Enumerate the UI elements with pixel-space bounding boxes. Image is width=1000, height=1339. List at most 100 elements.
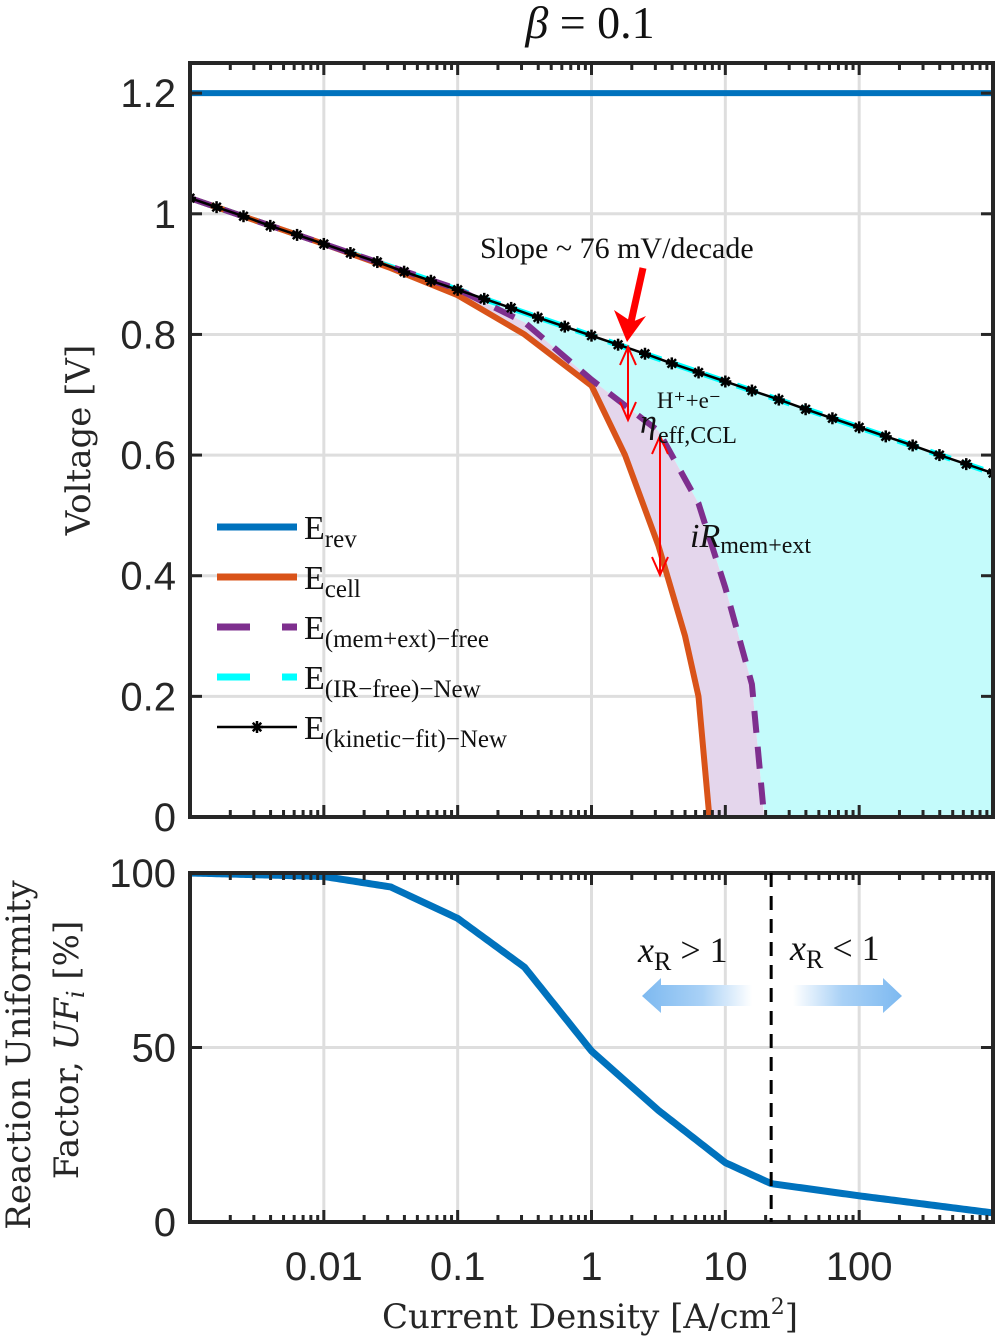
star-marker: [505, 301, 518, 314]
legend-label-main: E: [304, 610, 325, 647]
x-tick-label: 10: [703, 1245, 748, 1289]
star-stroke: [612, 339, 624, 350]
star-stroke: [265, 220, 276, 231]
ir-label: iRmem+ext: [690, 518, 811, 559]
star-stroke: [190, 196, 196, 204]
slope-arrow: [614, 267, 647, 342]
star-stroke: [907, 440, 918, 451]
y-axis-label-top: Voltage [V]: [59, 345, 99, 537]
star-marker: [424, 274, 437, 287]
star-marker: [719, 375, 732, 388]
star-marker: [371, 256, 384, 269]
xr-less-arrow: [793, 978, 902, 1013]
legend-label-sub: (mem+ext)−free: [325, 626, 489, 653]
star-marker: [638, 347, 651, 360]
legend-entry: E(kinetic−fit)−New: [217, 710, 507, 753]
legend-label-sub: (IR−free)−New: [325, 676, 481, 703]
legend-label: E(kinetic−fit)−New: [304, 710, 507, 753]
y-tick-label: 0: [154, 796, 176, 840]
legend-label-main: E: [304, 510, 325, 547]
star-stroke: [773, 394, 784, 405]
legend-label: E(IR−free)−New: [304, 660, 481, 703]
star-stroke: [452, 284, 463, 295]
legend-label-sub: (kinetic−fit)−New: [325, 726, 507, 753]
star-stroke: [880, 431, 891, 442]
star-stroke: [854, 422, 865, 433]
legend-label-sub: rev: [325, 526, 357, 553]
eta-superscript: H⁺+e⁻: [657, 388, 721, 413]
star-marker: [398, 265, 411, 278]
star-marker: [291, 228, 304, 241]
y-tick-label: 50: [132, 1027, 177, 1071]
y-tick-label: 0: [154, 1201, 176, 1245]
star-marker: [585, 329, 598, 342]
star-marker: [251, 721, 263, 733]
top-fills: [323, 243, 993, 817]
xlabel-main: Current Density [A/cm: [382, 1297, 771, 1337]
legend-label-main: E: [304, 660, 325, 697]
series-e-mem-ext-free: [190, 195, 768, 817]
star-marker: [826, 412, 839, 425]
star-stroke: [291, 229, 303, 241]
star-marker: [906, 439, 919, 452]
star-marker: [478, 292, 491, 305]
ylabel-factor: Factor,: [47, 1050, 87, 1179]
star-marker: [531, 311, 544, 324]
star-marker: [237, 210, 250, 223]
chart-title: β = 0.1: [524, 0, 654, 48]
legend: ErevEcellE(mem+ext)−freeE(IR−free)−NewE(…: [217, 510, 507, 753]
ohmic-loss-fill: [323, 243, 765, 817]
title-value: = 0.1: [548, 0, 654, 48]
y-tick-label: 100: [109, 852, 176, 896]
plot-frame: [188, 61, 995, 819]
star-marker: [692, 366, 705, 379]
star-marker: [745, 384, 758, 397]
star-stroke: [211, 202, 222, 213]
xr-var: x: [637, 930, 654, 970]
bottom-axes: 0 50 100 0.01 0.1 1 10 100: [109, 852, 995, 1289]
legend-entry: E(IR−free)−New: [217, 660, 481, 703]
legend-label-sub: cell: [325, 576, 361, 603]
top-axes: 0 0.2 0.4 0.6 0.8 1 1.2: [120, 61, 995, 840]
star-stroke: [639, 348, 651, 359]
ylabel-var: UF: [47, 997, 87, 1051]
star-stroke: [506, 302, 517, 314]
star-marker: [987, 467, 993, 480]
series-e-cell: [190, 195, 713, 817]
eta-symbol: η: [640, 404, 657, 441]
legend-label: Erev: [304, 510, 357, 553]
star-marker: [612, 338, 625, 351]
ylabel-sub: i: [62, 990, 90, 998]
star-marker: [665, 357, 678, 370]
legend-label-main: E: [304, 710, 325, 747]
y-tick-label: 0.6: [120, 434, 176, 478]
x-axis-label: Current Density [A/cm2]: [382, 1295, 798, 1337]
star-stroke: [693, 367, 704, 378]
star-marker: [879, 430, 892, 443]
star-stroke: [746, 385, 758, 396]
slope-annotation: Slope ~ 76 mV/decade: [480, 232, 754, 265]
star-stroke: [586, 330, 597, 341]
xr-less-label: xR < 1: [789, 928, 880, 974]
xr-greater-arrow: [642, 978, 752, 1013]
star-stroke: [827, 413, 838, 424]
plot-frame: [188, 871, 995, 1224]
x-tick-label: 1: [580, 1245, 602, 1289]
star-stroke: [532, 312, 544, 323]
star-marker: [264, 219, 277, 232]
y-tick-label: 0.8: [120, 313, 176, 357]
legend-entry: E(mem+ext)−free: [217, 610, 489, 653]
eta-subscript: eff,CCL: [658, 423, 737, 449]
xr-greater-label: xR > 1: [637, 930, 728, 976]
kinetic-loss-fill: [323, 243, 993, 817]
star-stroke: [238, 211, 249, 222]
xr-var: x: [789, 928, 806, 968]
xr-relation: > 1: [671, 930, 727, 970]
star-stroke: [251, 721, 263, 733]
y-tick-label: 0.2: [120, 675, 176, 719]
star-stroke: [372, 256, 383, 268]
star-marker: [558, 320, 571, 333]
y-tick-label: 1: [154, 193, 176, 237]
y-tick-label: 0.4: [120, 555, 176, 599]
